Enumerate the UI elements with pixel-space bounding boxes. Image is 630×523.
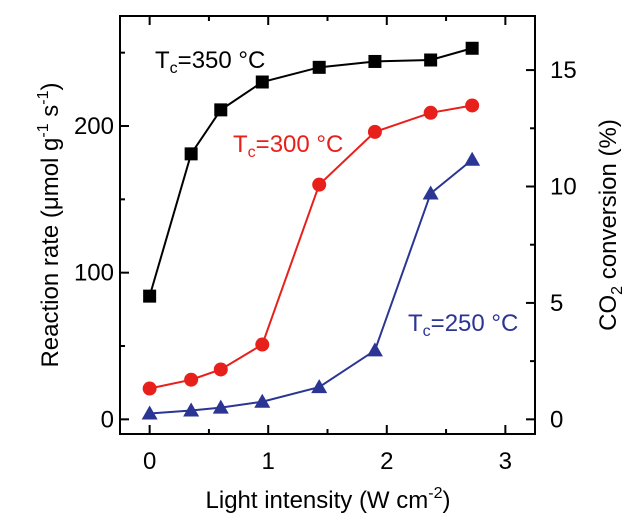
y-left-label-mid: s <box>37 105 64 124</box>
y-left-label-end: ) <box>37 82 64 90</box>
data-point-series-2 <box>464 151 481 166</box>
y-right-tick-label: 10 <box>550 174 577 201</box>
series-label-350-rest: =350 °C <box>178 47 266 74</box>
y-right-label-post: conversion (%) <box>595 119 622 286</box>
data-point-series-1 <box>255 337 270 352</box>
data-point-series-0 <box>214 103 228 117</box>
data-point-series-1 <box>184 372 199 387</box>
data-point-series-2 <box>212 399 229 414</box>
data-point-series-2 <box>422 185 439 200</box>
data-point-series-2 <box>183 402 200 417</box>
data-point-series-0 <box>424 53 438 67</box>
data-point-series-2 <box>141 405 158 420</box>
series-group <box>141 41 481 420</box>
series-label-300-main: T <box>233 131 248 158</box>
data-point-series-2 <box>254 393 271 408</box>
data-point-series-1 <box>312 177 327 192</box>
tick-group: 0 1 2 3 0 100 200 0 5 10 15 <box>74 16 577 475</box>
x-axis-label-sup: -2 <box>428 485 442 502</box>
series-label-300-rest: =300 °C <box>256 131 344 158</box>
plot-frame-rect <box>119 15 536 435</box>
y-right-tick-label: 0 <box>550 406 563 433</box>
data-point-series-1 <box>142 381 157 396</box>
series-label-350-sub: c <box>170 60 178 77</box>
x-tick-label: 1 <box>262 448 275 475</box>
y-left-label-sup2: -1 <box>35 90 52 104</box>
data-point-series-1 <box>213 362 228 377</box>
y-left-tick-label: 200 <box>74 113 114 140</box>
y-right-label-pre: CO <box>595 295 622 331</box>
series-label-300: Tc=300 °C <box>233 131 343 161</box>
data-point-series-2 <box>366 342 383 357</box>
y-axis-left-label: Reaction rate (μmol g-1 s-1) <box>35 82 64 367</box>
series-line-2 <box>149 158 473 415</box>
y-left-label-main: Reaction rate (μmol g <box>37 138 64 368</box>
y-right-tick-label: 15 <box>550 57 577 84</box>
y-left-label-sup1: -1 <box>35 123 52 137</box>
series-label-350: Tc=350 °C <box>155 47 265 77</box>
y-right-tick-label: 5 <box>550 290 563 317</box>
data-point-series-0 <box>255 75 269 89</box>
y-left-tick-label: 0 <box>101 406 114 433</box>
data-point-series-1 <box>367 124 382 139</box>
data-point-series-0 <box>184 147 198 161</box>
data-point-series-0 <box>465 41 479 55</box>
data-point-series-2 <box>311 379 328 394</box>
data-point-series-0 <box>368 54 382 68</box>
series-label-250-rest: =250 °C <box>431 310 519 337</box>
y-right-label-sub: 2 <box>609 286 626 295</box>
data-point-series-1 <box>465 98 480 113</box>
y-axis-right-label: CO2 conversion (%) <box>595 119 626 331</box>
x-axis-label-main: Light intensity (W cm <box>206 487 429 514</box>
x-tick-label: 2 <box>380 448 393 475</box>
y-left-tick-label: 100 <box>74 260 114 287</box>
series-label-350-main: T <box>155 47 170 74</box>
series-line-0 <box>148 47 473 297</box>
series-label-250: Tc=250 °C <box>408 310 518 340</box>
data-point-series-0 <box>143 289 157 303</box>
series-label-250-main: T <box>408 310 423 337</box>
series-label-250-sub: c <box>423 323 431 340</box>
plot-frame <box>119 15 536 435</box>
x-axis-label: Light intensity (W cm-2) <box>206 485 451 514</box>
series-label-300-sub: c <box>248 144 256 161</box>
x-tick-label: 3 <box>499 448 512 475</box>
x-tick-label: 0 <box>143 448 156 475</box>
data-point-series-1 <box>423 105 438 120</box>
data-point-series-0 <box>312 60 326 74</box>
x-axis-label-end: ) <box>442 487 450 514</box>
